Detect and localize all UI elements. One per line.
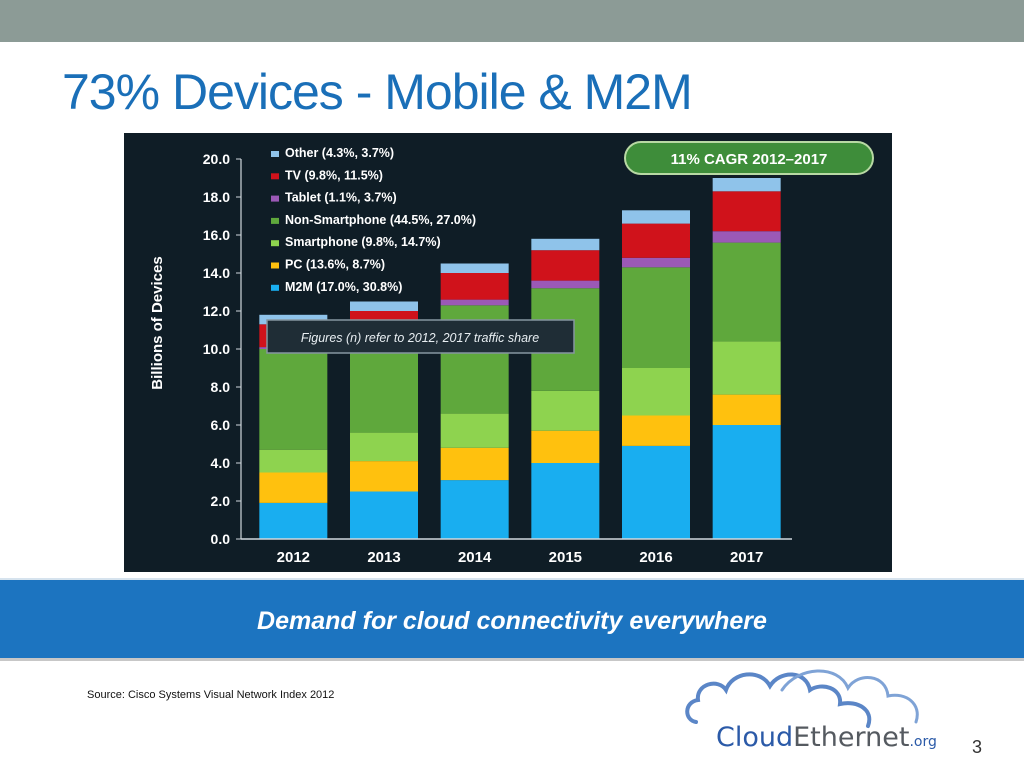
bar-segment: [259, 502, 328, 539]
bar-segment: [531, 390, 600, 431]
cagr-badge-text: 11% CAGR 2012–2017: [671, 151, 828, 168]
bar-segment: [622, 267, 690, 368]
cloudethernet-logo: CloudEthernet.org: [682, 660, 952, 760]
legend-entry: Smartphone (9.8%, 14.7%): [285, 235, 441, 249]
svg-text:CloudEthernet.org: CloudEthernet.org: [716, 722, 937, 753]
bar-segment: [440, 299, 509, 306]
y-tick-label: 20.0: [203, 151, 230, 167]
x-tick-label: 2016: [639, 549, 672, 566]
bar-segment: [712, 425, 781, 539]
bar-segment: [531, 463, 600, 539]
y-tick-label: 6.0: [211, 417, 231, 433]
bar-segment: [531, 250, 600, 281]
y-axis-label: Billions of Devices: [149, 256, 166, 389]
top-bar: [0, 0, 1024, 42]
y-tick-label: 4.0: [211, 455, 231, 471]
bar-segment: [350, 491, 418, 539]
bar-segment: [622, 257, 690, 268]
bar-segment: [712, 394, 781, 425]
logo-text-ethernet: Ethernet: [793, 722, 909, 753]
bar-segment: [622, 415, 690, 446]
bar-segment: [440, 480, 509, 539]
stacked-bar-chart: 0.0 2.0 4.0 6.0 8.0 10.0 12.0 14.0 16.0 18.0 20.0 2…: [149, 141, 874, 566]
y-tick-label: 18.0: [203, 189, 230, 205]
tagline-text: Demand for cloud connectivity everywhere: [257, 606, 767, 635]
bar-segment: [622, 445, 690, 539]
y-tick-label: 0.0: [211, 531, 231, 547]
y-tick-label: 2.0: [211, 493, 231, 509]
tagline-banner: Demand for cloud connectivity everywhere: [0, 578, 1024, 661]
bar-segment: [712, 341, 781, 395]
logo-text-org: .org: [909, 734, 936, 750]
legend-entry: Tablet (1.1%, 3.7%): [285, 191, 397, 205]
legend-swatch: [271, 262, 279, 269]
logo-text-cloud: Cloud: [716, 722, 793, 753]
cagr-badge: 11% CAGR 2012–2017: [624, 141, 874, 175]
chart-annotation: Figures (n) refer to 2012, 2017 traffic …: [266, 319, 575, 354]
legend-swatch: [271, 284, 279, 291]
bar-segment: [350, 461, 418, 492]
y-tick-label: 16.0: [203, 227, 230, 243]
legend-swatch: [271, 173, 279, 180]
bar-segment: [440, 447, 509, 481]
y-tick-label: 14.0: [203, 265, 230, 281]
x-tick-label: 2014: [458, 549, 492, 566]
bar-segment: [440, 263, 509, 273]
bar-segment: [712, 178, 781, 192]
y-tick-label: 12.0: [203, 303, 230, 319]
bar-segment: [531, 280, 600, 289]
bar-segment: [712, 242, 781, 342]
page-number: 3: [972, 737, 983, 757]
bar-segment: [350, 301, 418, 311]
legend-swatch: [271, 240, 279, 247]
x-tick-label: 2017: [730, 549, 763, 566]
chart-annotation-text: Figures (n) refer to 2012, 2017 traffic …: [301, 331, 539, 345]
legend-entry: TV (9.8%, 11.5%): [285, 168, 383, 182]
bar-segment: [622, 368, 690, 416]
legend-entry: M2M (17.0%, 30.8%): [285, 280, 402, 294]
legend-swatch: [271, 195, 279, 202]
bar-segment: [531, 430, 600, 463]
bar-segment: [622, 210, 690, 224]
bar-segment: [531, 238, 600, 251]
bar-segment: [259, 472, 328, 503]
y-tick-label: 8.0: [211, 379, 231, 395]
slide-title: 73% Devices - Mobile & M2M: [62, 64, 693, 120]
legend-swatch: [271, 217, 279, 224]
bar-segment: [440, 273, 509, 300]
x-tick-label: 2013: [367, 549, 400, 566]
bar-segment: [259, 349, 328, 450]
bar-segment: [712, 191, 781, 232]
bar-segment: [259, 449, 328, 473]
cloud-logo-icon: CloudEthernet.org: [685, 669, 937, 753]
source-citation: Source: Cisco Systems Visual Network Ind…: [87, 689, 335, 701]
y-tick-label: 10.0: [203, 341, 230, 357]
legend-entry: PC (13.6%, 8.7%): [285, 258, 385, 272]
bar-segment: [712, 231, 781, 243]
bar-segment: [350, 432, 418, 462]
bar-segment: [440, 413, 509, 448]
chart-panel: 0.0 2.0 4.0 6.0 8.0 10.0 12.0 14.0 16.0 18.0 20.0 2…: [124, 133, 892, 572]
legend-entry: Other (4.3%, 3.7%): [285, 146, 394, 160]
bar-segment: [622, 223, 690, 258]
legend-swatch: [271, 151, 279, 157]
x-tick-label: 2015: [549, 549, 582, 566]
bar-segment: [350, 339, 418, 433]
x-tick-label: 2012: [277, 549, 310, 566]
legend-entry: Non-Smartphone (44.5%, 27.0%): [285, 213, 476, 227]
